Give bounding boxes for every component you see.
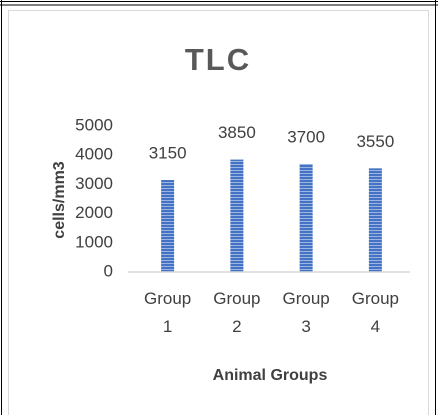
x-axis-label: Animal Groups [213,367,328,384]
x-tick-label: Group 3 [283,289,330,336]
bar [161,180,175,272]
x-tick-label: Group 2 [213,289,260,336]
data-label: 3850 [218,123,256,142]
y-tick-label: 3000 [75,174,113,193]
y-tick-label: 5000 [75,115,113,134]
bar [230,159,244,272]
y-tick-label: 4000 [75,145,113,164]
y-tick-label: 1000 [75,232,113,251]
y-tick-label: 0 [104,261,113,280]
y-tick-label: 2000 [75,203,113,222]
x-tick-label: Group 4 [352,289,399,336]
data-label: 3700 [287,127,325,146]
bar [299,163,313,272]
data-label: 3150 [149,144,187,163]
x-tick-label: Group 1 [144,289,191,336]
bar [368,168,382,272]
y-axis-label: cells/mm3 [51,161,68,238]
chart-title: TLC [185,42,251,77]
data-label: 3550 [356,132,394,151]
